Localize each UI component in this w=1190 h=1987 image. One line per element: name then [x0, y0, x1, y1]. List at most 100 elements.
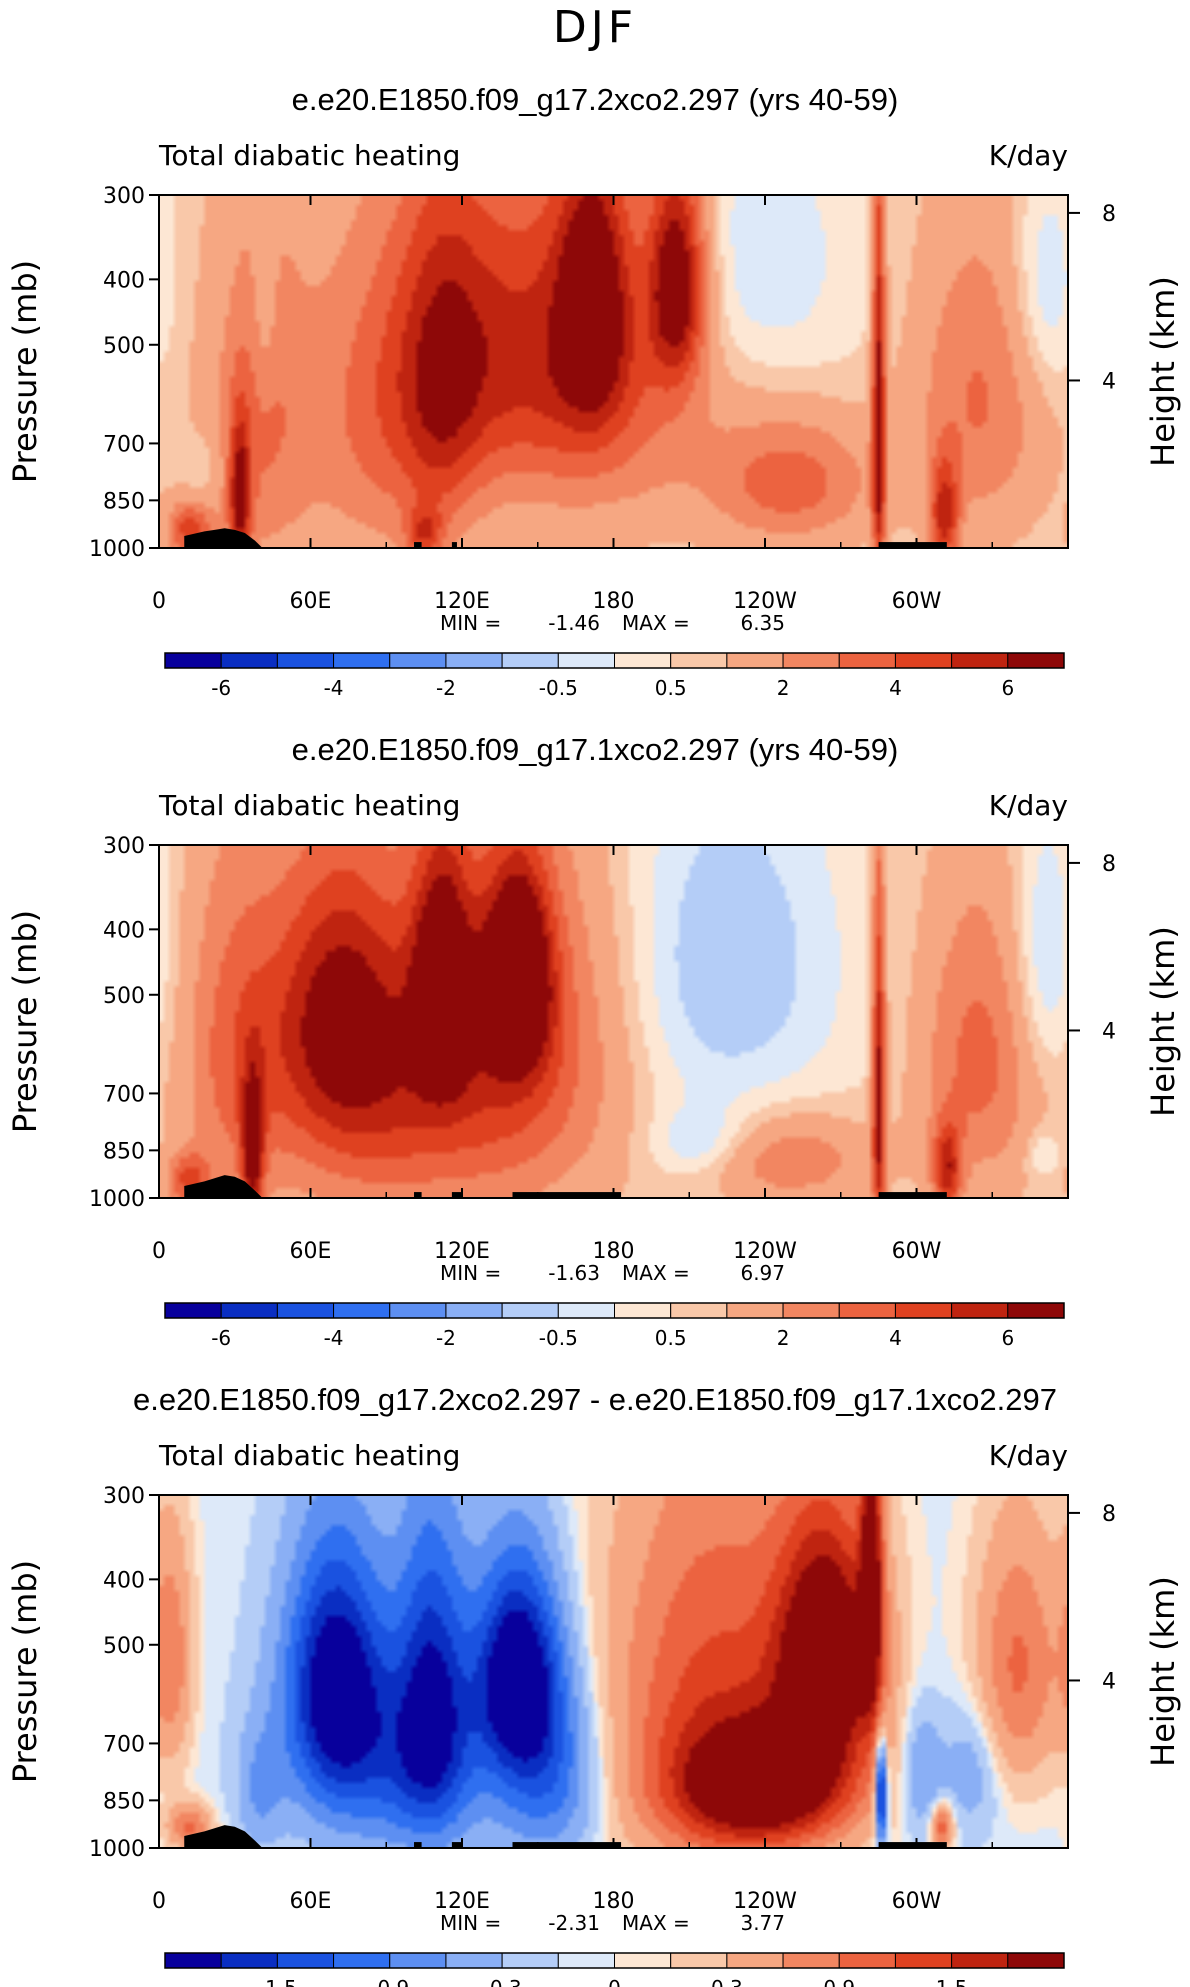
colorbar: -1.5 -0.9 -0.3 0 0.3 0.9 1.5	[164, 1952, 1065, 1987]
colorbar-swatch	[333, 1302, 391, 1319]
y-axis-label: Pressure (mb)	[6, 1560, 44, 1783]
x-tick-label: 180	[593, 1889, 635, 1914]
x-tick-label: 60W	[892, 1889, 942, 1914]
y-axis-label: Pressure (mb)	[6, 260, 44, 483]
y-tick-label: 1000	[89, 1837, 145, 1862]
colorbar: -6 -4 -2 -0.5 0.5 2 4 6	[164, 1302, 1065, 1350]
x-tick-label: 120W	[733, 1889, 797, 1914]
colorbar-swatch	[726, 1952, 784, 1969]
colorbar-label: -2	[436, 1326, 456, 1350]
panel-title: e.e20.E1850.f09_g17.2xco2.297 - e.e20.E1…	[133, 1382, 1057, 1417]
x-tick-label: 120E	[434, 589, 490, 614]
terrain-block	[512, 1192, 622, 1198]
colorbar-swatch	[220, 1302, 278, 1319]
colorbar-label: -6	[211, 676, 231, 700]
max-value: 3.77	[740, 1911, 785, 1935]
colorbar-label: 1.5	[936, 1976, 968, 1987]
colorbar-swatch	[838, 1952, 896, 1969]
colorbar-swatch	[276, 1302, 335, 1319]
y-tick-label: 700	[103, 1082, 145, 1107]
y-tick-label: 500	[103, 984, 145, 1009]
panel-title: e.e20.E1850.f09_g17.2xco2.297 (yrs 40-59…	[292, 82, 899, 117]
colorbar-label: 0.5	[655, 676, 687, 700]
colorbar-swatch	[894, 1302, 953, 1319]
max-label: MAX =	[622, 1261, 690, 1285]
colorbar-swatch	[557, 652, 615, 669]
colorbar-swatch	[614, 1302, 672, 1319]
colorbar-swatch	[670, 1952, 728, 1969]
terrain-block	[414, 542, 422, 548]
colorbar-label: -0.3	[483, 1976, 522, 1987]
heatmap-field	[159, 1495, 1068, 1848]
colorbar-swatch	[445, 1302, 503, 1319]
panel-variable-label: Total diabatic heating	[158, 1439, 460, 1472]
colorbar-swatch	[220, 652, 278, 669]
colorbar: -6 -4 -2 -0.5 0.5 2 4 6	[164, 652, 1065, 700]
colorbar-swatch	[333, 1952, 391, 1969]
max-label: MAX =	[622, 1911, 690, 1935]
colorbar-swatch	[838, 652, 896, 669]
y-tick-label: 850	[103, 489, 145, 514]
y2-tick-label: 8	[1102, 1502, 1116, 1527]
colorbar-swatch	[894, 1952, 953, 1969]
x-tick-label: 60W	[892, 589, 942, 614]
y2-tick-label: 8	[1102, 202, 1116, 227]
heatmap-field	[159, 195, 1068, 548]
colorbar-label: 0.3	[711, 1976, 743, 1987]
colorbar-label: -0.9	[370, 1976, 409, 1987]
x-tick-label: 120E	[434, 1239, 490, 1264]
panel-title: e.e20.E1850.f09_g17.1xco2.297 (yrs 40-59…	[292, 732, 899, 767]
min-label: MIN =	[440, 1911, 501, 1935]
colorbar-swatch	[670, 1302, 728, 1319]
colorbar-swatch	[333, 652, 391, 669]
colorbar-swatch	[164, 1302, 222, 1319]
colorbar-swatch	[389, 652, 447, 669]
terrain-block	[451, 1192, 462, 1198]
colorbar-swatch	[164, 652, 222, 669]
min-label: MIN =	[440, 1261, 501, 1285]
max-label: MAX =	[622, 611, 690, 635]
colorbar-frame	[164, 652, 1065, 669]
y-tick-label: 850	[103, 1789, 145, 1814]
y2-tick-label: 4	[1102, 1669, 1116, 1694]
colorbar-swatch	[838, 1302, 896, 1319]
terrain-block	[878, 1192, 947, 1198]
x-tick-label: 60E	[290, 1889, 332, 1914]
colorbar-swatch	[782, 1302, 840, 1319]
x-tick-label: 120W	[733, 589, 797, 614]
colorbar-swatch	[782, 652, 840, 669]
colorbar-swatch	[951, 652, 1009, 669]
colorbar-swatch	[726, 1302, 784, 1319]
colorbar-swatch	[1007, 652, 1065, 669]
terrain-block	[878, 542, 947, 548]
colorbar-label: -0.5	[539, 1326, 578, 1350]
colorbar-label: 4	[889, 676, 902, 700]
x-tick-label: 120W	[733, 1239, 797, 1264]
x-tick-label: 60E	[290, 1239, 332, 1264]
terrain-block	[878, 1842, 947, 1848]
terrain-block	[451, 542, 457, 548]
terrain-block	[184, 528, 263, 548]
x-tick-label: 0	[152, 1889, 166, 1914]
colorbar-swatch	[501, 652, 559, 669]
x-tick-label: 180	[593, 1239, 635, 1264]
colorbar-label: -2	[436, 676, 456, 700]
min-value: -2.31	[548, 1911, 600, 1935]
panel-variable-label: Total diabatic heating	[158, 139, 460, 172]
x-tick-label: 60W	[892, 1239, 942, 1264]
colorbar-swatch	[445, 652, 503, 669]
colorbar-label: 0.5	[655, 1326, 687, 1350]
y-tick-label: 500	[103, 334, 145, 359]
y-axis-label: Pressure (mb)	[6, 910, 44, 1133]
colorbar-swatch	[782, 1952, 840, 1969]
colorbar-swatch	[1007, 1952, 1065, 1969]
colorbar-swatch	[276, 652, 335, 669]
y-tick-label: 400	[103, 268, 145, 293]
min-value: -1.63	[548, 1261, 600, 1285]
x-tick-label: 0	[152, 589, 166, 614]
y-tick-label: 500	[103, 1634, 145, 1659]
colorbar-swatch	[614, 652, 672, 669]
y2-axis-label: Height (km)	[1144, 1576, 1182, 1767]
colorbar-swatch	[276, 1952, 335, 1969]
colorbar-label: -4	[324, 1326, 344, 1350]
